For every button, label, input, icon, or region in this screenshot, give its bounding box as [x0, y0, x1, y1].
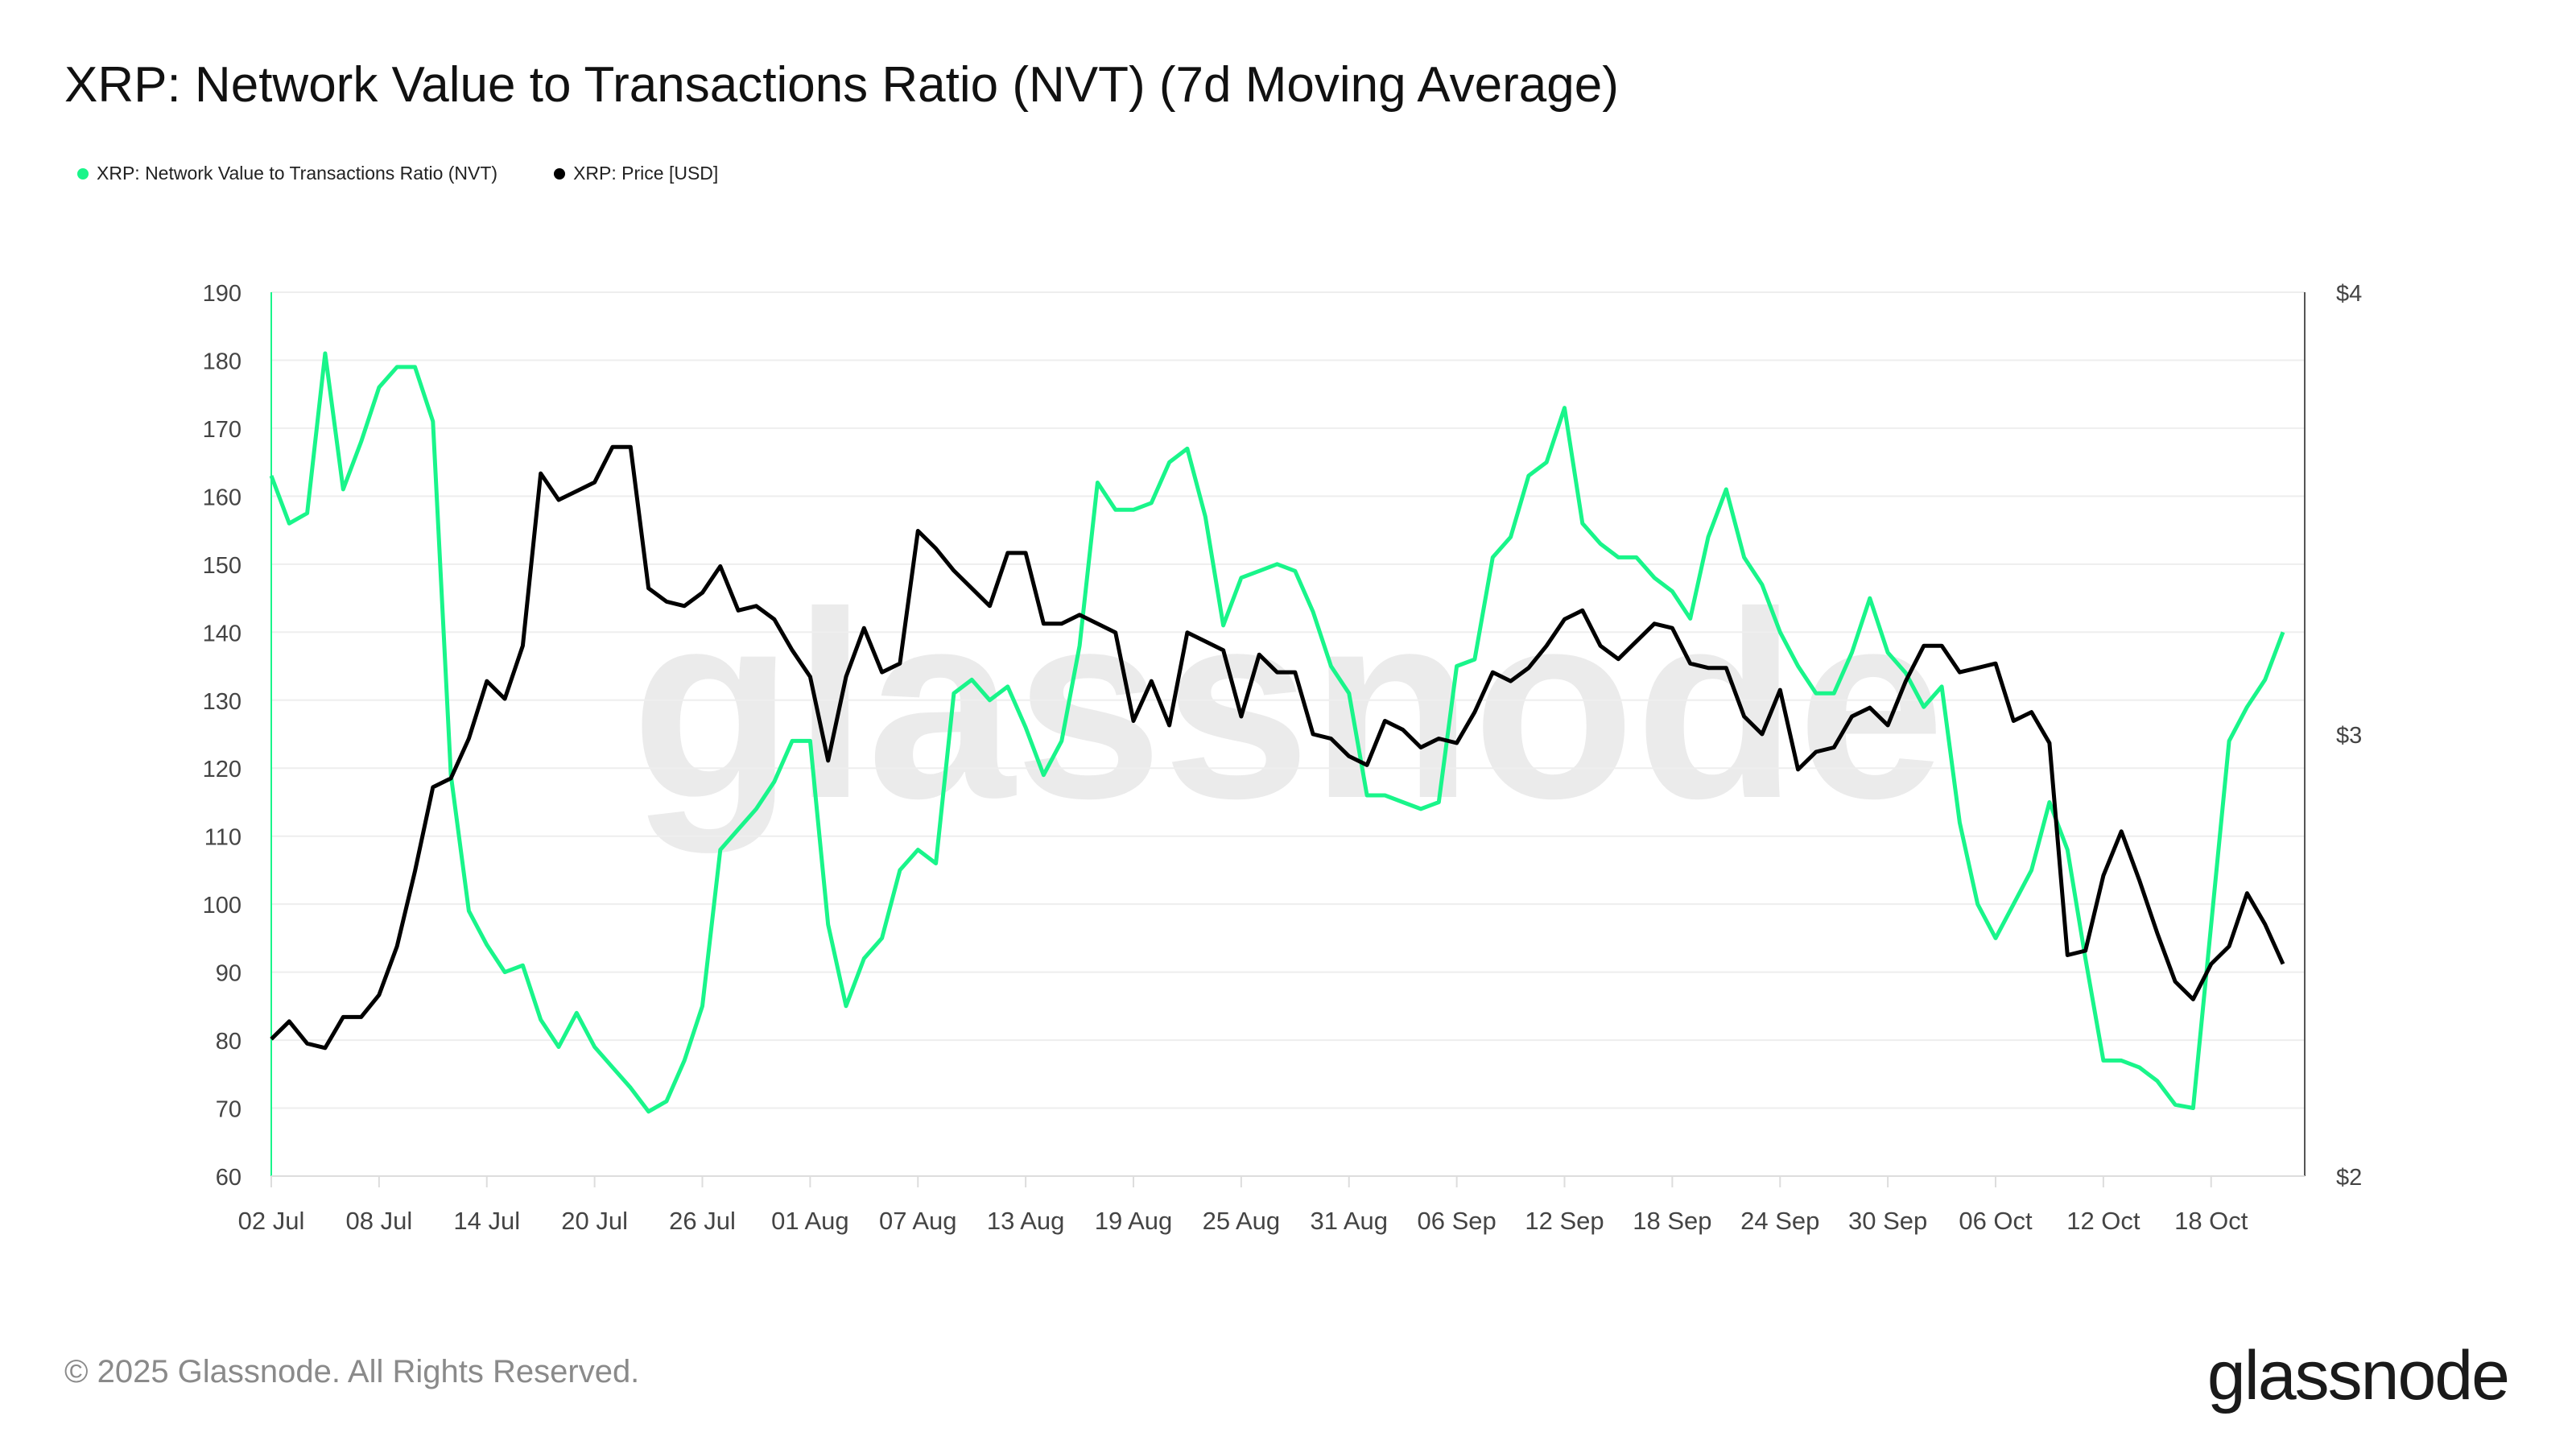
nvt-dot-icon	[77, 167, 89, 180]
price-series-line	[270, 444, 2285, 1051]
nvt-series-line	[269, 351, 2285, 1114]
axes: 60 70 80 90 100 110 120 130 140 150 160 170 180 190 $2…	[203, 281, 2363, 1235]
y-left-tick-label: 90	[216, 961, 242, 987]
y-right-tick-label: $2	[2336, 1165, 2362, 1191]
x-tick-label: 19 Aug	[1095, 1207, 1173, 1235]
watermark: glassnode	[631, 556, 1945, 855]
x-tick-label: 18 Oct	[2174, 1207, 2248, 1235]
x-tick-label: 20 Jul	[561, 1207, 628, 1235]
y-left-tick-label: 60	[216, 1165, 242, 1191]
x-tick-label: 08 Jul	[346, 1207, 413, 1235]
x-tick-label: 12 Oct	[2066, 1207, 2140, 1235]
y-right-tick-label: $3	[2336, 723, 2362, 749]
x-tick-label: 26 Jul	[669, 1207, 736, 1235]
y-left-tick-label: 150	[203, 553, 242, 579]
legend-item-nvt[interactable]: XRP: Network Value to Transactions Ratio…	[77, 163, 497, 184]
legend-item-price[interactable]: XRP: Price [USD]	[554, 163, 718, 184]
legend-label-nvt: XRP: Network Value to Transactions Ratio…	[97, 163, 498, 184]
x-tick-label: 30 Sep	[1848, 1207, 1927, 1235]
y-right-tick-label: $4	[2336, 281, 2362, 307]
y-left-tick-label: 190	[203, 281, 242, 307]
chart-title: XRP: Network Value to Transactions Ratio…	[64, 57, 1619, 113]
price-dot-icon	[554, 167, 566, 180]
y-left-tick-label: 80	[216, 1029, 242, 1055]
x-tick-label: 25 Aug	[1203, 1207, 1281, 1235]
y-left-tick-label: 70	[216, 1097, 242, 1123]
x-tick-label: 13 Aug	[987, 1207, 1065, 1235]
copyright-footer: © 2025 Glassnode. All Rights Reserved.	[64, 1354, 640, 1389]
x-tick-label: 14 Jul	[453, 1207, 520, 1235]
y-left-tick-label: 160	[203, 485, 242, 510]
x-tick-label: 12 Sep	[1525, 1207, 1604, 1235]
y-left-tick-label: 110	[204, 825, 242, 851]
y-left-tick-label: 180	[203, 349, 242, 374]
x-tick-label: 18 Sep	[1633, 1207, 1711, 1235]
x-tick-label: 01 Aug	[771, 1207, 849, 1235]
x-tick-label: 31 Aug	[1310, 1207, 1388, 1235]
y-left-tick-label: 120	[203, 757, 242, 782]
x-tick-label: 24 Sep	[1740, 1207, 1819, 1235]
legend-label-price: XRP: Price [USD]	[573, 163, 719, 184]
legend: XRP: Network Value to Transactions Ratio…	[77, 163, 718, 184]
y-left-tick-label: 140	[203, 621, 242, 646]
x-tick-label: 06 Oct	[1959, 1207, 2033, 1235]
y-left-tick-label: 170	[203, 417, 242, 443]
y-left-tick-label: 130	[203, 689, 242, 715]
glassnode-logo: glassnode	[2207, 1337, 2510, 1414]
y-left-tick-label: 100	[203, 893, 242, 919]
x-tick-label: 06 Sep	[1417, 1207, 1496, 1235]
series-lines	[269, 351, 2285, 1114]
x-tick-label: 02 Jul	[238, 1207, 305, 1235]
x-tick-label: 07 Aug	[879, 1207, 957, 1235]
